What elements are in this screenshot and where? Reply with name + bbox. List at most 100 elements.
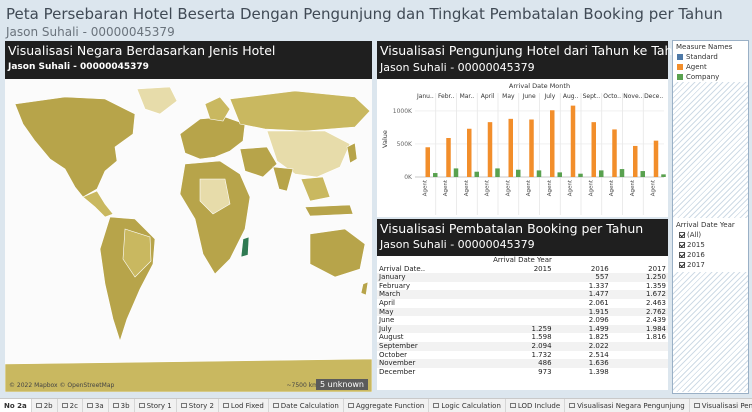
- category-label[interactable]: Mar..: [460, 93, 475, 100]
- checkbox-2016[interactable]: [679, 252, 685, 258]
- map-greenland[interactable]: [136, 86, 178, 115]
- table-row[interactable]: May 1.915 2.762: [377, 307, 668, 317]
- bar-agent[interactable]: [487, 122, 493, 177]
- bar-company[interactable]: [536, 170, 542, 177]
- category-label[interactable]: Janu..: [416, 93, 434, 100]
- map-indonesia[interactable]: [304, 204, 354, 217]
- tab-aggregate-function[interactable]: Aggregate Function: [344, 399, 430, 412]
- world-map-canvas[interactable]: [5, 79, 372, 392]
- table-row[interactable]: July 1.259 1.499 1.984: [377, 324, 668, 334]
- tab-3a[interactable]: 3a: [83, 399, 109, 412]
- tab-visualisasi-negara-pengunjung[interactable]: Visualisasi Negara Pengunjung: [565, 399, 690, 412]
- unknown-badge[interactable]: 5 unknown: [316, 379, 368, 390]
- cancel-row-header[interactable]: Arrival Date..: [379, 264, 426, 273]
- tab-story-1[interactable]: Story 1: [135, 399, 177, 412]
- category-label[interactable]: Sept..: [583, 93, 601, 100]
- category-label[interactable]: July: [543, 93, 555, 100]
- category-label[interactable]: April: [481, 93, 495, 100]
- table-row[interactable]: April 2.061 2.463: [377, 299, 668, 308]
- bar-agent[interactable]: [633, 145, 638, 177]
- map-africa[interactable]: [179, 160, 251, 275]
- legend-item-standard[interactable]: Standard: [673, 52, 748, 62]
- bar-agent[interactable]: [529, 119, 534, 177]
- table-row[interactable]: November 486 1.636: [377, 359, 668, 368]
- checkbox-2017[interactable]: [679, 262, 685, 268]
- bar-company[interactable]: [599, 170, 604, 177]
- table-row[interactable]: January 557 1.250: [377, 273, 668, 282]
- tab-3b[interactable]: 3b: [109, 399, 135, 412]
- table-row[interactable]: August 1.598 1.825 1.816: [377, 333, 668, 342]
- map-north-america[interactable]: [14, 96, 136, 198]
- table-row[interactable]: September 2.094 2.022: [377, 341, 668, 351]
- bar-company[interactable]: [495, 168, 500, 177]
- table-row[interactable]: December 973 1.398: [377, 368, 668, 377]
- category-label[interactable]: Octo..: [603, 93, 621, 100]
- bar-company[interactable]: [433, 173, 438, 177]
- map-new-zealand[interactable]: [360, 281, 369, 296]
- bar-company[interactable]: [516, 169, 521, 177]
- map-india[interactable]: [272, 166, 294, 192]
- category-label[interactable]: Febr..: [438, 93, 454, 100]
- map-scandinavia[interactable]: [204, 96, 231, 122]
- bar-company[interactable]: [619, 169, 625, 177]
- map-madagascar[interactable]: [240, 236, 250, 258]
- map-japan[interactable]: [346, 142, 358, 164]
- map-brazil[interactable]: [122, 228, 152, 278]
- bar-company[interactable]: [474, 171, 480, 177]
- bar-company[interactable]: [640, 171, 646, 177]
- bar-agent[interactable]: [467, 128, 472, 177]
- map-central-america[interactable]: [82, 190, 114, 218]
- table-row[interactable]: March 1.477 1.672: [377, 290, 668, 299]
- cancel-year-2016[interactable]: 2016: [590, 264, 609, 273]
- visitors-bar-chart[interactable]: Arrival Date Month Janu.. Febr.. Mar.. April…: [377, 79, 668, 217]
- bar-agent[interactable]: [446, 138, 451, 177]
- map-antarctica[interactable]: [5, 358, 372, 392]
- map-africa-interior[interactable]: [199, 178, 231, 215]
- tab-lod-fixed[interactable]: Lod Fixed: [219, 399, 269, 412]
- map-attribution[interactable]: © 2022 Mapbox © OpenStreetMap: [9, 382, 115, 389]
- bar-company[interactable]: [578, 173, 583, 177]
- bar-agent[interactable]: [591, 122, 597, 177]
- bar-agent[interactable]: [570, 105, 576, 177]
- category-label[interactable]: June: [522, 93, 536, 100]
- map-russia[interactable]: [229, 90, 371, 132]
- visitors-chart[interactable]: Arrival Date Month Janu.. Febr.. Mar.. April…: [377, 79, 668, 217]
- tab-2c[interactable]: 2c: [58, 399, 83, 412]
- filter-option-2017[interactable]: 2017: [673, 260, 748, 270]
- category-label[interactable]: Aug..: [563, 93, 579, 100]
- map-southeast-asia[interactable]: [300, 176, 331, 202]
- legend-item-company[interactable]: Company: [673, 72, 748, 82]
- map-middle-east[interactable]: [239, 146, 278, 178]
- tab-story-2[interactable]: Story 2: [177, 399, 219, 412]
- checkbox-2015[interactable]: [679, 242, 685, 248]
- tab-no-2a[interactable]: No 2a: [0, 399, 32, 412]
- table-row[interactable]: October 1.732 2.514: [377, 351, 668, 360]
- filter-option-all[interactable]: (All): [673, 230, 748, 240]
- bar-company[interactable]: [557, 172, 563, 177]
- tab-date-calculation[interactable]: Date Calculation: [269, 399, 344, 412]
- category-label[interactable]: Dece..: [644, 93, 663, 100]
- category-label[interactable]: Nove..: [623, 93, 642, 100]
- bar-agent[interactable]: [550, 110, 555, 177]
- filter-option-2015[interactable]: 2015: [673, 240, 748, 250]
- tab-logic-calculation[interactable]: Logic Calculation: [429, 399, 506, 412]
- bar-company[interactable]: [453, 168, 459, 177]
- cancel-crosstab[interactable]: Arrival Date Year Arrival Date.. 2015 20…: [377, 256, 668, 390]
- bar-agent[interactable]: [425, 147, 431, 177]
- bar-agent[interactable]: [612, 129, 617, 177]
- checkbox-all[interactable]: [679, 232, 685, 238]
- category-label[interactable]: May: [502, 93, 515, 100]
- filter-option-2016[interactable]: 2016: [673, 250, 748, 260]
- tab-lod-include[interactable]: LOD Include: [506, 399, 566, 412]
- map-asia[interactable]: [266, 130, 351, 178]
- legend-item-agent[interactable]: Agent: [673, 62, 748, 72]
- world-map[interactable]: © 2022 Mapbox © OpenStreetMap ~7500 km 5…: [5, 79, 372, 392]
- map-australia[interactable]: [309, 228, 366, 278]
- bar-company[interactable]: [661, 174, 666, 177]
- tab-visualisasi-pengunjung-hotel-da[interactable]: Visualisasi Pengunjung Hotel da: [690, 399, 752, 412]
- cancel-year-2017[interactable]: 2017: [648, 264, 666, 273]
- map-europe[interactable]: [179, 116, 246, 160]
- cancel-year-2015[interactable]: 2015: [533, 264, 552, 273]
- tab-2b[interactable]: 2b: [32, 399, 58, 412]
- table-row[interactable]: June 2.096 2.439: [377, 316, 668, 325]
